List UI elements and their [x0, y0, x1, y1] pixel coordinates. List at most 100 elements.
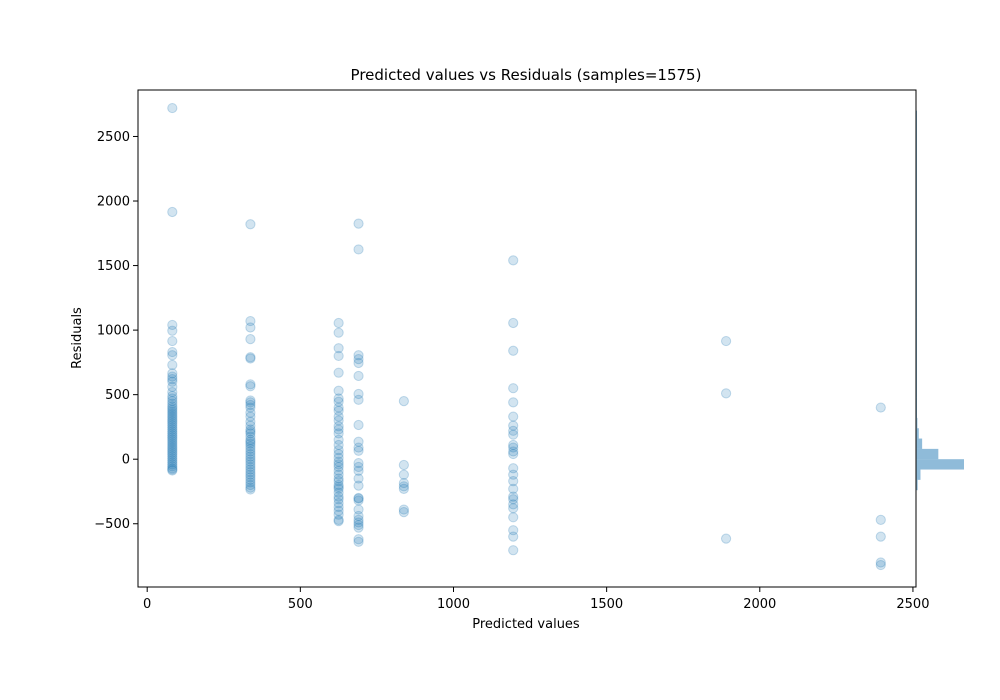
scatter-point	[353, 492, 364, 504]
scatter-point	[333, 385, 344, 396]
scatter-point	[333, 428, 344, 439]
scatter-point	[245, 426, 256, 437]
y-tick-label: 0	[122, 453, 130, 468]
scatter-point	[245, 424, 256, 435]
scatter-point	[245, 334, 256, 345]
scatter-point	[333, 396, 344, 407]
scatter-point	[508, 483, 519, 494]
scatter-point	[245, 469, 256, 480]
scatter-point	[245, 477, 256, 488]
scatter-point	[245, 461, 256, 473]
scatter-point	[245, 472, 256, 483]
scatter-point	[245, 479, 256, 491]
scatter-point	[508, 446, 519, 457]
scatter-point	[353, 370, 364, 382]
scatter-point	[245, 448, 256, 460]
scatter-points	[167, 102, 886, 571]
scatter-point	[167, 403, 178, 414]
scatter-point	[167, 436, 178, 447]
scatter-point	[353, 357, 364, 369]
scatter-point	[167, 406, 178, 418]
scatter-point	[333, 501, 344, 513]
scatter-point	[245, 379, 256, 390]
scatter-point	[333, 424, 344, 435]
scatter-point	[333, 491, 344, 502]
scatter-point	[333, 327, 344, 338]
scatter-point	[353, 419, 364, 431]
scatter-point	[167, 390, 178, 402]
scatter-point	[398, 477, 409, 489]
histogram-bar	[916, 428, 919, 439]
scatter-point	[245, 474, 256, 485]
scatter-point	[167, 465, 178, 476]
scatter-point	[353, 534, 364, 545]
scatter-point	[167, 447, 178, 458]
scatter-point	[508, 425, 519, 436]
scatter-point	[245, 459, 256, 470]
scatter-point	[333, 516, 344, 527]
scatter-point	[353, 495, 364, 506]
scatter-point	[245, 416, 256, 427]
scatter-point	[720, 388, 732, 399]
scatter-point	[167, 432, 178, 443]
scatter-point	[245, 219, 256, 230]
scatter-point	[333, 461, 344, 473]
scatter-point	[333, 350, 344, 362]
scatter-point	[353, 442, 364, 453]
scatter-point	[508, 491, 519, 502]
scatter-point	[245, 464, 256, 475]
histogram-bar	[916, 469, 921, 480]
scatter-point	[333, 465, 344, 476]
scatter-point	[167, 437, 178, 449]
scatter-point	[353, 350, 364, 361]
scatter-point	[333, 317, 344, 329]
scatter-point	[245, 402, 256, 413]
y-tick-label: 500	[105, 388, 130, 403]
scatter-point	[333, 469, 344, 480]
scatter-point	[167, 371, 178, 382]
scatter-point	[508, 442, 519, 453]
scatter-point	[167, 426, 178, 437]
scatter-point	[245, 352, 256, 363]
scatter-point	[353, 519, 364, 531]
scatter-point	[333, 497, 344, 509]
scatter-point	[508, 429, 519, 440]
scatter-point	[333, 473, 344, 484]
scatter-point	[167, 453, 178, 464]
scatter-point	[245, 399, 256, 411]
x-tick-label: 2000	[743, 597, 776, 612]
scatter-point	[508, 255, 519, 266]
scatter-point	[353, 504, 364, 515]
scatter-point	[875, 531, 886, 542]
scatter-point	[508, 525, 519, 536]
scatter-point	[167, 386, 178, 398]
x-tick-label: 0	[143, 597, 151, 612]
scatter-point	[333, 421, 344, 432]
scatter-point	[508, 383, 519, 394]
scatter-point	[167, 459, 178, 470]
scatter-point	[333, 367, 344, 378]
scatter-point	[508, 463, 519, 474]
scatter-point	[167, 430, 178, 441]
scatter-point	[167, 449, 178, 460]
scatter-point	[167, 424, 178, 435]
y-tick-label: −500	[94, 517, 130, 532]
scatter-point	[245, 467, 256, 478]
y-tick-label: 1000	[97, 324, 130, 339]
scatter-point	[333, 459, 344, 470]
scatter-point	[333, 505, 344, 516]
scatter-point	[167, 439, 178, 451]
scatter-point	[508, 345, 519, 356]
scatter-point	[353, 394, 364, 405]
scatter-point	[167, 335, 178, 347]
scatter-point	[167, 376, 178, 387]
scatter-point	[353, 522, 364, 533]
scatter-point	[398, 483, 409, 494]
scatter-point	[167, 359, 178, 371]
scatter-point	[333, 434, 344, 445]
scatter-point	[167, 414, 178, 425]
scatter-point	[333, 343, 344, 354]
scatter-point	[167, 408, 178, 420]
scatter-point	[167, 420, 178, 431]
scatter-point	[245, 431, 256, 442]
